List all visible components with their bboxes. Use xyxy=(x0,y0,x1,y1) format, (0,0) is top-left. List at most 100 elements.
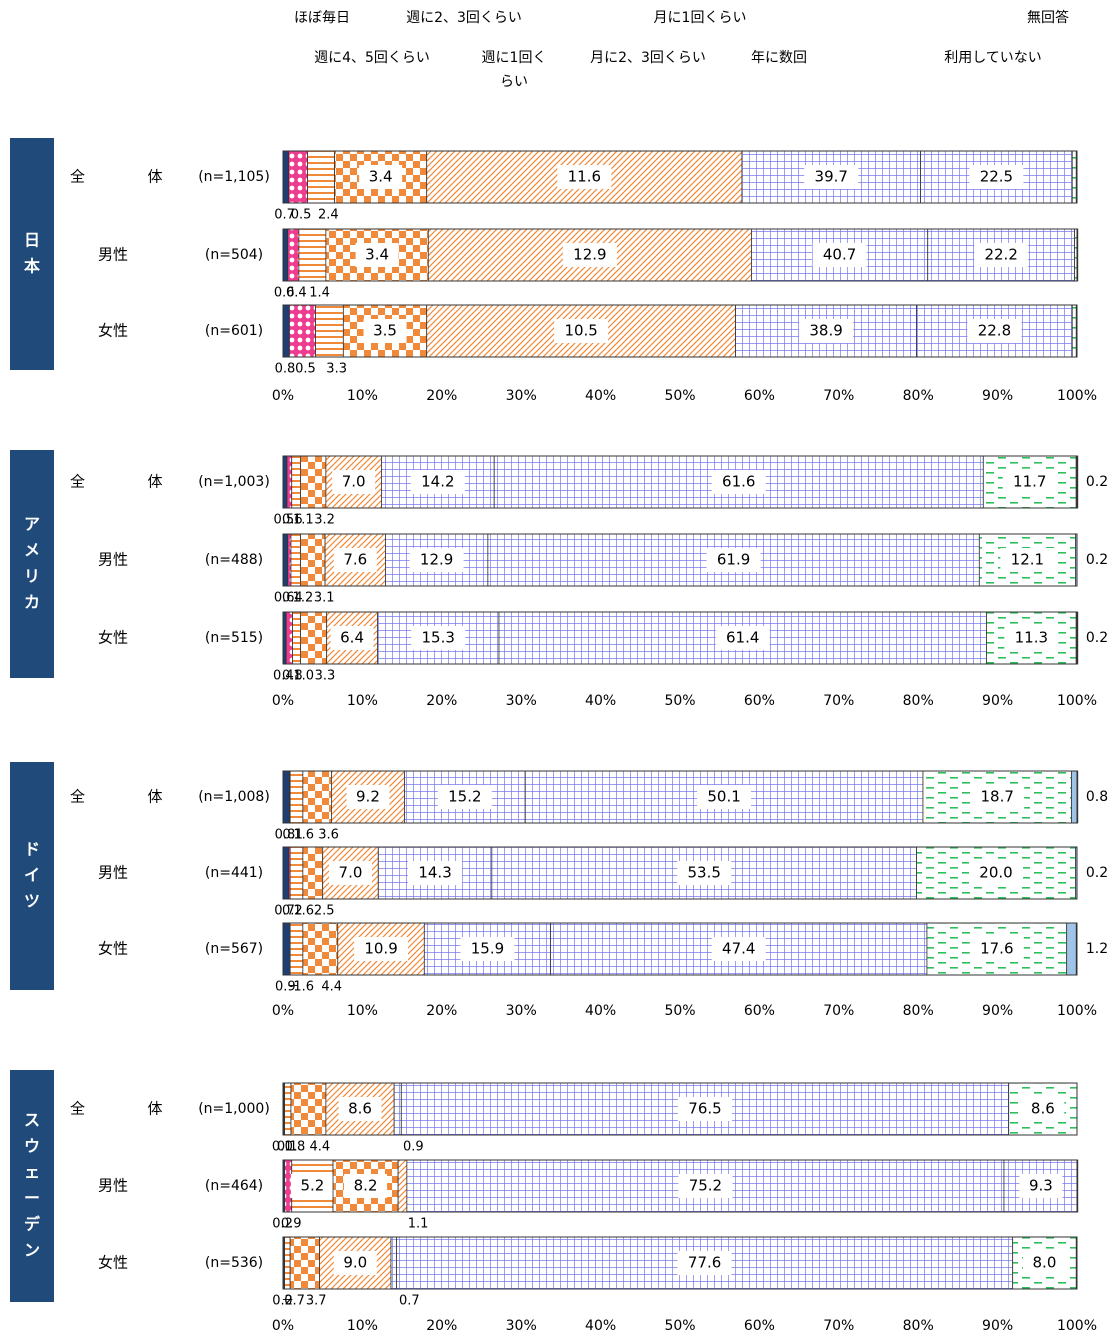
data-label-small: 3.2 xyxy=(314,513,335,528)
bar-segment xyxy=(290,1082,327,1136)
country-label-char: ン xyxy=(24,1241,40,1260)
sample-size-label: (n=504) xyxy=(205,247,263,263)
x-tick-label: 30% xyxy=(506,1318,537,1334)
bar-segment xyxy=(282,304,290,358)
country-label-box xyxy=(10,138,54,370)
data-label-small: 0.6 xyxy=(282,513,303,528)
data-label-small: 3.6 xyxy=(318,828,339,843)
data-label: 22.2 xyxy=(984,246,1017,264)
country-label-box xyxy=(10,450,54,678)
data-label-small: 4.4 xyxy=(309,1140,330,1155)
data-label-bg xyxy=(697,785,752,809)
data-label: 11.6 xyxy=(568,168,601,186)
x-tick-label: 0% xyxy=(272,388,294,404)
x-tick-label: 90% xyxy=(982,693,1013,709)
data-label-bg xyxy=(678,1174,733,1198)
data-label-bg xyxy=(330,626,374,650)
bar-segment xyxy=(289,922,304,976)
data-label: 47.4 xyxy=(722,940,755,958)
data-label-small: 1.2 xyxy=(1086,941,1108,957)
data-label-bg xyxy=(677,1251,732,1275)
data-label-bg xyxy=(437,785,492,809)
bar-segment xyxy=(307,150,336,204)
data-label: 3.4 xyxy=(365,246,389,264)
data-label-small: 0.6 xyxy=(274,591,295,606)
x-tick-label: 40% xyxy=(585,693,616,709)
x-tick-label: 30% xyxy=(506,693,537,709)
data-label-small: 1.1 xyxy=(408,1217,429,1232)
bar-frame xyxy=(282,611,1078,665)
country-label-char: イ xyxy=(24,866,40,885)
data-label-bg xyxy=(1022,1251,1066,1275)
x-tick-label: 30% xyxy=(506,1003,537,1019)
data-label-bg xyxy=(338,1097,382,1121)
legend-label: 週に4、5回くらい xyxy=(314,50,430,66)
data-label-bg xyxy=(1002,470,1057,494)
data-label-small: 0.2 xyxy=(1086,474,1108,490)
bar-segment xyxy=(1066,922,1077,976)
data-label-small: 0.8 xyxy=(285,1140,306,1155)
sample-size-label: (n=515) xyxy=(205,630,263,646)
data-label-bg xyxy=(333,1251,377,1275)
data-label-small: － xyxy=(287,980,300,995)
x-tick-label: 100% xyxy=(1057,693,1097,709)
legend-label: ほぼ毎日 xyxy=(294,10,350,26)
bar-frame xyxy=(282,304,1078,358)
data-label-bg xyxy=(804,165,859,189)
bar-segment xyxy=(300,611,328,665)
bar-segment xyxy=(287,228,300,282)
data-label: 8.6 xyxy=(348,1100,372,1118)
bar-segment xyxy=(284,1159,293,1213)
bar-segment xyxy=(1071,150,1077,204)
sample-size-label: (n=567) xyxy=(205,941,263,957)
data-label: 15.3 xyxy=(422,629,455,647)
row-label: 男性 xyxy=(98,246,128,264)
data-label: 15.9 xyxy=(471,940,504,958)
bar-frame xyxy=(282,533,1078,587)
data-label-small: 0.7 xyxy=(399,1294,420,1309)
data-label-bg xyxy=(354,937,409,961)
data-label-bg xyxy=(408,861,463,885)
bar-segment xyxy=(302,922,339,976)
data-label-small: 0.8 xyxy=(275,362,296,377)
data-label-small: 0.7 xyxy=(274,208,295,223)
x-tick-label: 60% xyxy=(744,388,775,404)
data-label: 38.9 xyxy=(809,322,842,340)
bar-segment xyxy=(393,1082,402,1136)
row-label: 女性 xyxy=(98,940,128,958)
x-tick-label: 90% xyxy=(982,1003,1013,1019)
data-label-small: 3.3 xyxy=(326,362,347,377)
sample-size-label: (n=1,003) xyxy=(198,474,270,490)
data-label: 12.9 xyxy=(420,551,453,569)
legend-label: 月に2、3回くらい xyxy=(590,50,706,66)
x-tick-label: 80% xyxy=(903,693,934,709)
data-label-bg xyxy=(333,548,377,572)
x-tick-label: 60% xyxy=(744,1318,775,1334)
data-label-bg xyxy=(677,861,732,885)
x-tick-label: 80% xyxy=(903,1003,934,1019)
legend-label: 月に1回くらい xyxy=(654,10,747,26)
row-label: 全 xyxy=(70,1100,85,1118)
data-label-bg xyxy=(409,548,464,572)
data-label: 3.4 xyxy=(369,168,393,186)
data-label-bg xyxy=(332,470,376,494)
data-label: 6.4 xyxy=(340,629,364,647)
row-label: 体 xyxy=(147,473,162,491)
data-label: 7.0 xyxy=(342,473,366,491)
country-label-char: ス xyxy=(24,1111,40,1130)
data-label-bg xyxy=(562,243,617,267)
data-label-small: 0.2 xyxy=(1086,865,1108,881)
x-tick-label: 70% xyxy=(823,1003,854,1019)
bar-segment xyxy=(397,1159,408,1213)
x-tick-label: 80% xyxy=(903,388,934,404)
data-label-small: 4.4 xyxy=(321,980,342,995)
row-label: 体 xyxy=(147,1100,162,1118)
x-tick-label: 70% xyxy=(823,693,854,709)
bar-segment xyxy=(298,228,327,282)
data-label-small: 1.4 xyxy=(309,286,330,301)
x-tick-label: 0% xyxy=(272,1003,294,1019)
country-label-char: カ xyxy=(24,593,40,612)
bar-segment xyxy=(315,304,344,358)
x-tick-label: 50% xyxy=(664,388,695,404)
x-tick-label: 50% xyxy=(664,693,695,709)
